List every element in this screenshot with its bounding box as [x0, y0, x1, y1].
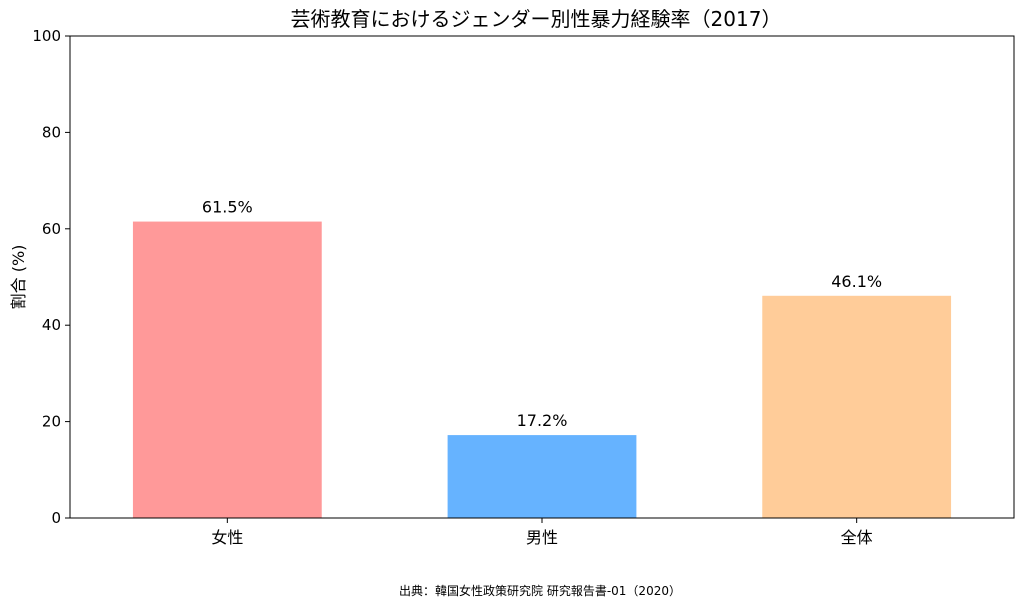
x-tick-label-0: 女性: [211, 528, 243, 547]
y-tick-label-3: 60: [42, 220, 61, 238]
y-axis-label: 割合 (%): [9, 245, 28, 310]
bar-1: [448, 435, 637, 518]
y-ticks-group: 0 20 40 60 80 100: [32, 27, 70, 527]
bar-chart: 芸術教育におけるジェンダー別性暴力経験率（2017） 割合 (%) 61.5% 1…: [0, 0, 1024, 608]
x-tick-label-2: 全体: [841, 528, 873, 547]
data-label-0: 61.5%: [202, 198, 253, 217]
data-label-1: 17.2%: [517, 411, 568, 430]
bars-group: 61.5% 17.2% 46.1%: [133, 198, 951, 518]
chart-title: 芸術教育におけるジェンダー別性暴力経験率（2017）: [291, 7, 782, 31]
bar-2: [762, 296, 951, 518]
x-ticks-group: 女性 男性 全体: [211, 518, 872, 547]
data-label-2: 46.1%: [831, 272, 882, 291]
y-tick-label-4: 80: [42, 123, 61, 141]
x-tick-label-1: 男性: [526, 528, 558, 547]
y-tick-label-2: 40: [42, 316, 61, 334]
y-tick-label-1: 20: [42, 413, 61, 431]
y-tick-label-5: 100: [32, 27, 61, 45]
y-tick-label-0: 0: [51, 509, 61, 527]
bar-0: [133, 222, 322, 518]
source-note: 出典：韓国女性政策研究院 研究報告書-01（2020）: [399, 583, 681, 598]
